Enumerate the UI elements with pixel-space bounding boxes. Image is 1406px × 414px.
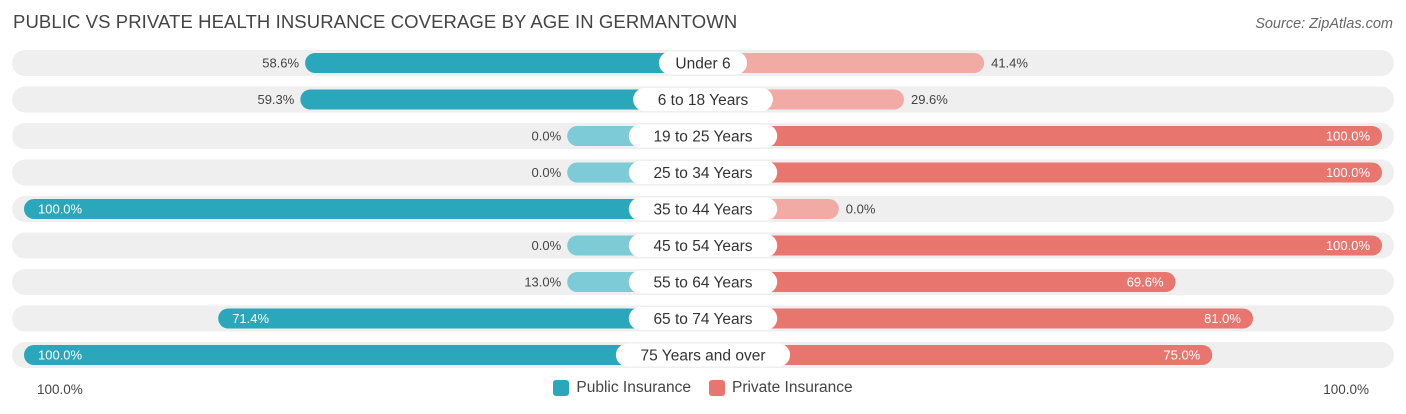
source-note: Source: ZipAtlas.com (1255, 16, 1393, 32)
category-label: 55 to 64 Years (653, 275, 752, 292)
legend-swatch-public (553, 380, 570, 396)
bar-private[interactable] (703, 53, 985, 73)
legend-label-private: Private Insurance (731, 379, 853, 396)
bar-public[interactable] (218, 308, 703, 329)
bar-private[interactable] (703, 162, 1382, 183)
category-pill (628, 161, 778, 184)
category-label: 75 Years and over (641, 348, 766, 365)
bar-private[interactable] (703, 308, 1253, 329)
value-label-public: 0.0% (532, 238, 562, 253)
bar-public[interactable] (300, 89, 703, 110)
bar-private[interactable] (703, 272, 1176, 292)
bar-public[interactable] (24, 199, 703, 219)
value-label-public: 0.0% (532, 165, 562, 180)
category-pill (628, 124, 778, 148)
value-label-public: 0.0% (532, 129, 562, 144)
category-pill (615, 343, 791, 367)
category-label: 19 to 25 Years (653, 129, 752, 146)
category-label: 45 to 54 Years (653, 238, 752, 255)
row-8: 100.0% 75.0% 75 Years and over (12, 342, 1394, 368)
value-label-private: 69.6% (1127, 275, 1164, 290)
category-label: 25 to 34 Years (653, 165, 752, 182)
value-label-private: 100.0% (1326, 129, 1371, 144)
value-label-private: 81.0% (1204, 311, 1241, 326)
category-pill (628, 234, 778, 257)
value-label-private: 75.0% (1163, 348, 1200, 363)
value-label-private: 0.0% (846, 202, 876, 217)
diverging-bar-chart: 58.6% 41.4% Under 6 59.3% 29.6% 6 to 18 Years… (12, 50, 1394, 368)
category-pill (628, 270, 778, 294)
row-4: 100.0% 0.0% 35 to 44 Years (12, 196, 1394, 222)
value-label-private: 100.0% (1326, 238, 1371, 253)
category-label: 65 to 74 Years (653, 311, 752, 328)
bar-private[interactable] (703, 345, 1213, 365)
bar-private[interactable] (703, 126, 1382, 146)
category-pill (633, 88, 773, 111)
value-label-public: 59.3% (257, 92, 294, 107)
row-3: 0.0% 100.0% 25 to 34 Years (12, 159, 1394, 186)
row-1: 59.3% 29.6% 6 to 18 Years (12, 86, 1394, 113)
category-label: Under 6 (675, 56, 730, 73)
row-7: 71.4% 81.0% 65 to 74 Years (12, 305, 1394, 332)
row-6: 13.0% 69.6% 55 to 64 Years (12, 269, 1394, 295)
legend-swatch-private (708, 380, 725, 396)
legend-item-private[interactable]: Private Insurance (708, 379, 853, 397)
value-label-private: 29.6% (911, 92, 948, 107)
value-label-public: 13.0% (524, 275, 561, 290)
legend-item-public[interactable]: Public Insurance (553, 379, 691, 397)
bar-public[interactable] (305, 53, 703, 73)
bar-public[interactable] (24, 345, 703, 365)
value-label-public: 100.0% (38, 202, 83, 217)
value-label-public: 58.6% (262, 56, 299, 71)
value-label-public: 71.4% (232, 311, 269, 326)
row-0: 58.6% 41.4% Under 6 (12, 50, 1394, 76)
axis-right-label: 100.0% (1323, 382, 1369, 397)
value-label-private: 41.4% (991, 56, 1028, 71)
legend-label-public: Public Insurance (576, 379, 691, 396)
value-label-public: 100.0% (38, 348, 83, 363)
category-pill (628, 307, 778, 330)
category-label: 6 to 18 Years (658, 92, 749, 109)
category-pill (658, 51, 748, 75)
legend: Public Insurance Private Insurance (0, 379, 1406, 397)
row-2: 0.0% 100.0% 19 to 25 Years (12, 123, 1394, 149)
bar-private[interactable] (703, 235, 1382, 256)
chart-title: PUBLIC VS PRIVATE HEALTH INSURANCE COVER… (13, 11, 738, 32)
category-pill (628, 197, 778, 221)
value-label-private: 100.0% (1326, 165, 1371, 180)
row-5: 0.0% 100.0% 45 to 54 Years (12, 232, 1394, 259)
axis-left-label: 100.0% (37, 382, 83, 397)
category-label: 35 to 44 Years (653, 202, 752, 219)
